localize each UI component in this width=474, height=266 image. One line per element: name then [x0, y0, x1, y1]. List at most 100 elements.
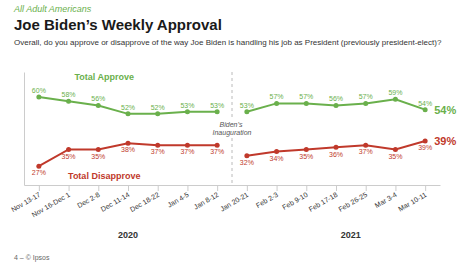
data-label: 36%: [329, 151, 343, 158]
x-tick: Dec 18-22: [129, 185, 161, 213]
series-point: [274, 101, 279, 106]
x-tick-mark: [98, 185, 99, 191]
x-axis: Nov 13-17Nov 16-Dec 1Dec 2-8Dec 11-14Dec…: [10, 185, 441, 218]
x-tick-label: Dec 11-14: [100, 191, 131, 213]
x-tick-label: Feb 17-18: [307, 191, 338, 213]
data-label: 54%: [418, 100, 432, 107]
x-tick-label: Dec 18-22: [129, 191, 161, 213]
x-group-label: 2021: [341, 230, 361, 240]
series-point: [96, 103, 101, 108]
x-tick: Feb 17-18: [307, 185, 338, 213]
x-tick: Jan 20-21: [219, 185, 250, 213]
x-tick-label: Mar 10-11: [397, 191, 428, 213]
x-tick-mark: [217, 185, 218, 191]
data-label: 52%: [121, 104, 135, 111]
series-name-label: Total Approve: [74, 72, 134, 82]
series-point: [244, 153, 249, 158]
data-label: 53%: [240, 102, 254, 109]
x-tick: Nov 16-Dec 1: [31, 185, 72, 218]
series-point: [36, 164, 41, 169]
data-label: 37%: [180, 148, 194, 155]
x-tick-mark: [187, 185, 188, 191]
x-tick-label: Mar 3-4: [374, 191, 398, 209]
x-tick-label: Feb 9-10: [281, 191, 309, 211]
subtitle: All Adult Americans: [13, 4, 92, 14]
data-label: 37%: [210, 148, 224, 155]
x-tick-label: Jan 20-21: [219, 191, 250, 213]
series-point: [334, 145, 339, 150]
series-point: [274, 149, 279, 154]
data-label: 58%: [62, 91, 76, 98]
series-point: [126, 141, 131, 146]
data-label: 39%: [418, 144, 432, 151]
series-point: [393, 97, 398, 102]
x-tick-label: Dec 2-8: [76, 191, 101, 209]
x-tick-mark: [158, 185, 159, 191]
data-label: 32%: [240, 159, 254, 166]
series-point: [185, 143, 190, 148]
annotation-bg: [212, 120, 253, 138]
x-tick-label: Jan 8-12: [193, 191, 220, 211]
x-tick-mark: [128, 185, 129, 191]
data-label: 27%: [32, 169, 46, 176]
data-label: 57%: [359, 93, 373, 100]
x-tick: Dec 11-14: [100, 185, 131, 213]
y-axis: [24, 73, 25, 186]
data-label: 53%: [180, 102, 194, 109]
series-point: [215, 143, 220, 148]
data-label: 35%: [91, 153, 105, 160]
series-point: [393, 147, 398, 152]
x-tick: Feb 2-3: [255, 185, 279, 209]
data-label: 52%: [151, 104, 165, 111]
series-line: [39, 97, 217, 114]
x-tick-mark: [247, 185, 248, 191]
data-label: 57%: [270, 93, 284, 100]
x-tick-mark: [366, 185, 367, 191]
x-tick-mark: [336, 185, 337, 191]
series-point: [304, 101, 309, 106]
x-tick-mark: [277, 185, 278, 191]
x-group-label: 2020: [118, 230, 138, 240]
x-tick-label: Jan 4-5: [166, 191, 190, 209]
data-label: 35%: [62, 153, 76, 160]
series-point: [363, 143, 368, 148]
plot-area: [36, 95, 427, 169]
x-tick: Dec 2-8: [76, 185, 101, 209]
data-label: 35%: [299, 153, 313, 160]
x-tick: Mar 10-11: [397, 185, 428, 213]
series-point: [126, 111, 131, 116]
x-tick: Feb 9-10: [281, 185, 309, 211]
series-point: [244, 109, 249, 114]
series-point: [423, 139, 428, 144]
series-point: [334, 103, 339, 108]
x-axis-line: [25, 185, 441, 186]
series-point: [304, 147, 309, 152]
chart-container: All Adult Americans Joe Biden’s Weekly Ap…: [0, 0, 474, 266]
data-label: 53%: [210, 102, 224, 109]
series-point: [66, 147, 71, 152]
x-tick-mark: [306, 185, 307, 191]
data-label: 59%: [388, 89, 402, 96]
x-tick: Jan 8-12: [193, 185, 220, 211]
end-label: 54%: [434, 104, 456, 116]
x-tick: Feb 26-25: [337, 185, 368, 213]
annotation: Biden’s Inauguration: [213, 121, 252, 137]
x-tick-label: Nov 16-Dec 1: [31, 191, 72, 219]
series-point: [215, 109, 220, 114]
y-axis-line: [24, 73, 25, 186]
data-label: 38%: [121, 146, 135, 153]
title: Joe Biden’s Weekly Approval: [14, 16, 222, 33]
data-label: 37%: [151, 148, 165, 155]
data-label: 56%: [329, 95, 343, 102]
series-point: [36, 95, 41, 100]
end-label: 39%: [434, 135, 456, 147]
series-point: [155, 111, 160, 116]
footer: 4 – © Ipsos: [14, 254, 50, 262]
series-point: [96, 147, 101, 152]
data-label: 35%: [388, 153, 402, 160]
series-line: [39, 143, 217, 166]
series-point: [185, 109, 190, 114]
x-tick-mark: [425, 185, 426, 191]
series-point: [423, 107, 428, 112]
x-tick-label: Feb 2-3: [255, 191, 279, 209]
